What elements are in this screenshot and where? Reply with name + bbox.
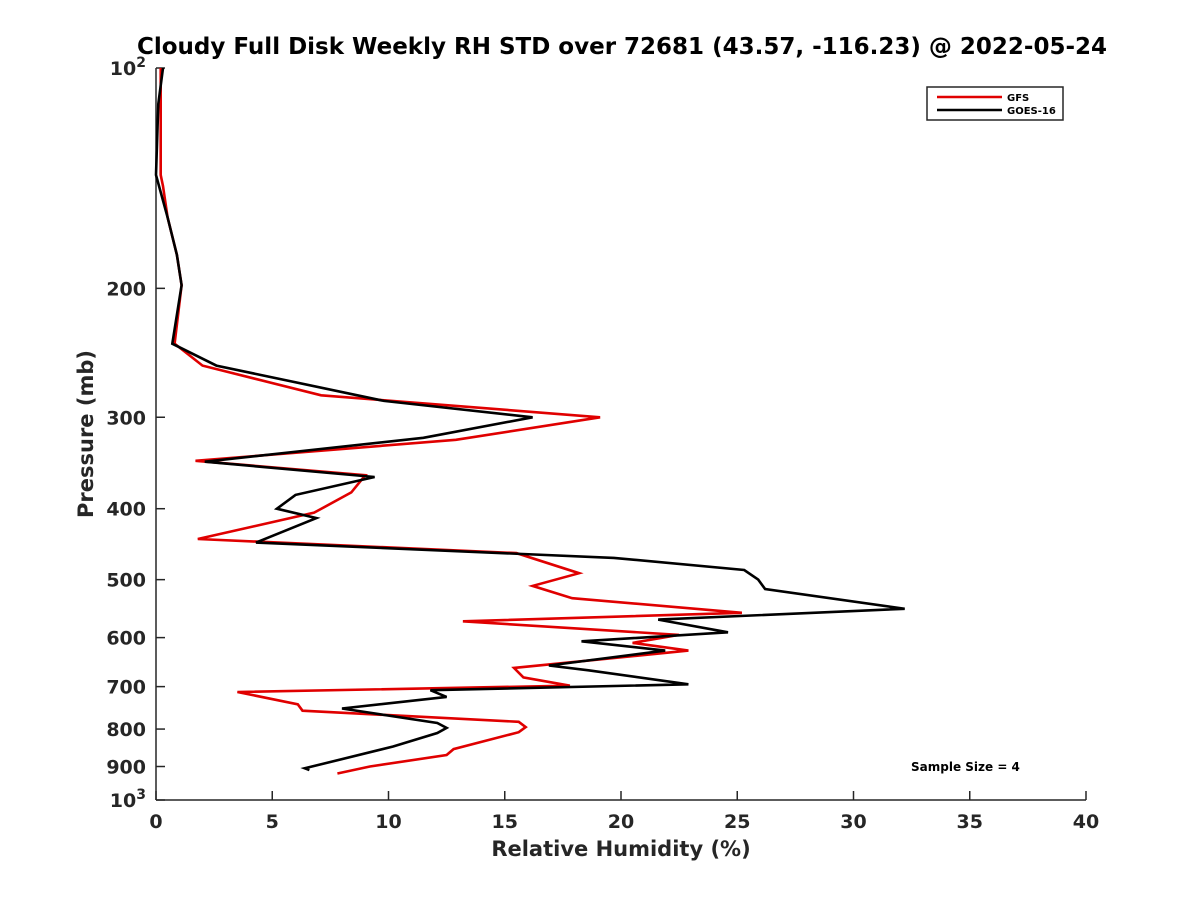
y-tick-label: 500 — [106, 570, 146, 592]
y-tick-label: 103 — [110, 787, 146, 812]
x-tick-label: 5 — [266, 811, 279, 833]
x-axis-label: Relative Humidity (%) — [491, 837, 750, 861]
x-tick-label: 25 — [724, 811, 750, 833]
rh-std-profile-chart: Cloudy Full Disk Weekly RH STD over 7268… — [0, 0, 1200, 900]
y-axis-label: Pressure (mb) — [74, 350, 98, 518]
y-tick-label: 300 — [106, 407, 146, 429]
series-line-gfs — [161, 68, 742, 774]
y-tick-label: 102 — [110, 55, 146, 80]
x-tick-label: 0 — [149, 811, 162, 833]
x-tick-label: 10 — [375, 811, 401, 833]
legend-label-goes16: GOES-16 — [1007, 106, 1056, 117]
x-tick-label: 30 — [840, 811, 866, 833]
x-tick-label: 40 — [1073, 811, 1099, 833]
legend-label-gfs: GFS — [1007, 93, 1029, 104]
y-tick-label: 800 — [106, 719, 146, 741]
x-tick-label: 20 — [608, 811, 634, 833]
y-tick-label: 400 — [106, 499, 146, 521]
series-layer — [156, 68, 905, 774]
x-axis-ticks: 0 5 10 15 20 25 30 35 40 — [149, 791, 1099, 833]
chart-title: Cloudy Full Disk Weekly RH STD over 7268… — [137, 34, 1107, 60]
sample-size-annotation: Sample Size = 4 — [911, 760, 1020, 774]
y-tick-label: 700 — [106, 677, 146, 699]
x-tick-label: 15 — [492, 811, 518, 833]
series-line-goes16 — [156, 68, 905, 770]
legend: GFS GOES-16 — [927, 87, 1063, 120]
y-tick-label: 600 — [106, 628, 146, 650]
y-tick-label: 900 — [106, 757, 146, 779]
x-tick-label: 35 — [957, 811, 983, 833]
y-tick-label: 200 — [106, 278, 146, 300]
